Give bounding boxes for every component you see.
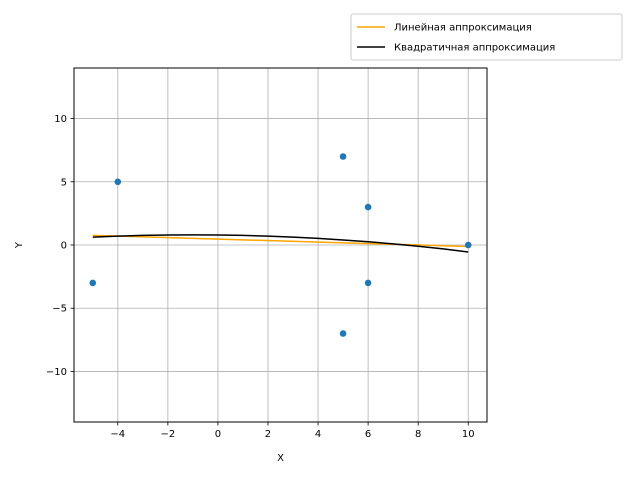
y-tick-label: 0 <box>61 241 67 252</box>
scatter-point <box>339 153 347 160</box>
legend-box <box>350 13 623 61</box>
series-line-quadratic <box>92 234 469 253</box>
scatter-point <box>114 178 122 186</box>
legend-entry-label: Квадратичная аппроксимация <box>394 43 555 54</box>
legend-entry-label: Линейная аппроксимация <box>394 23 532 34</box>
y-tick-label: 5 <box>61 177 67 188</box>
x-tick-label: 6 <box>365 429 371 440</box>
y-tick-label: −10 <box>46 367 67 378</box>
scatter-point <box>364 279 372 287</box>
x-tick-label: −2 <box>160 429 175 440</box>
scatter-points <box>89 153 472 337</box>
scatter-point <box>464 241 472 249</box>
scatter-point <box>364 203 372 211</box>
x-tick-label: 8 <box>415 429 421 440</box>
x-tick-label: 4 <box>315 429 321 440</box>
x-tick-label: 0 <box>215 429 221 440</box>
axis-ticks: −4 −2 0 2 4 6 8 10 −10 −5 0 5 10 <box>46 114 475 440</box>
y-tick-label: 10 <box>54 114 67 125</box>
x-tick-label: 2 <box>265 429 271 440</box>
grid-lines <box>74 68 487 422</box>
y-tick-label: −5 <box>52 304 67 315</box>
scatter-point <box>339 330 347 337</box>
legend: Линейная аппроксимация Квадратичная аппро… <box>350 13 623 61</box>
x-axis-label: X <box>277 453 284 464</box>
x-tick-label: −4 <box>110 429 125 440</box>
y-axis-label: Y <box>14 241 25 249</box>
fit-lines <box>92 234 469 253</box>
scatter-point <box>89 279 97 287</box>
x-tick-label: 10 <box>462 429 475 440</box>
